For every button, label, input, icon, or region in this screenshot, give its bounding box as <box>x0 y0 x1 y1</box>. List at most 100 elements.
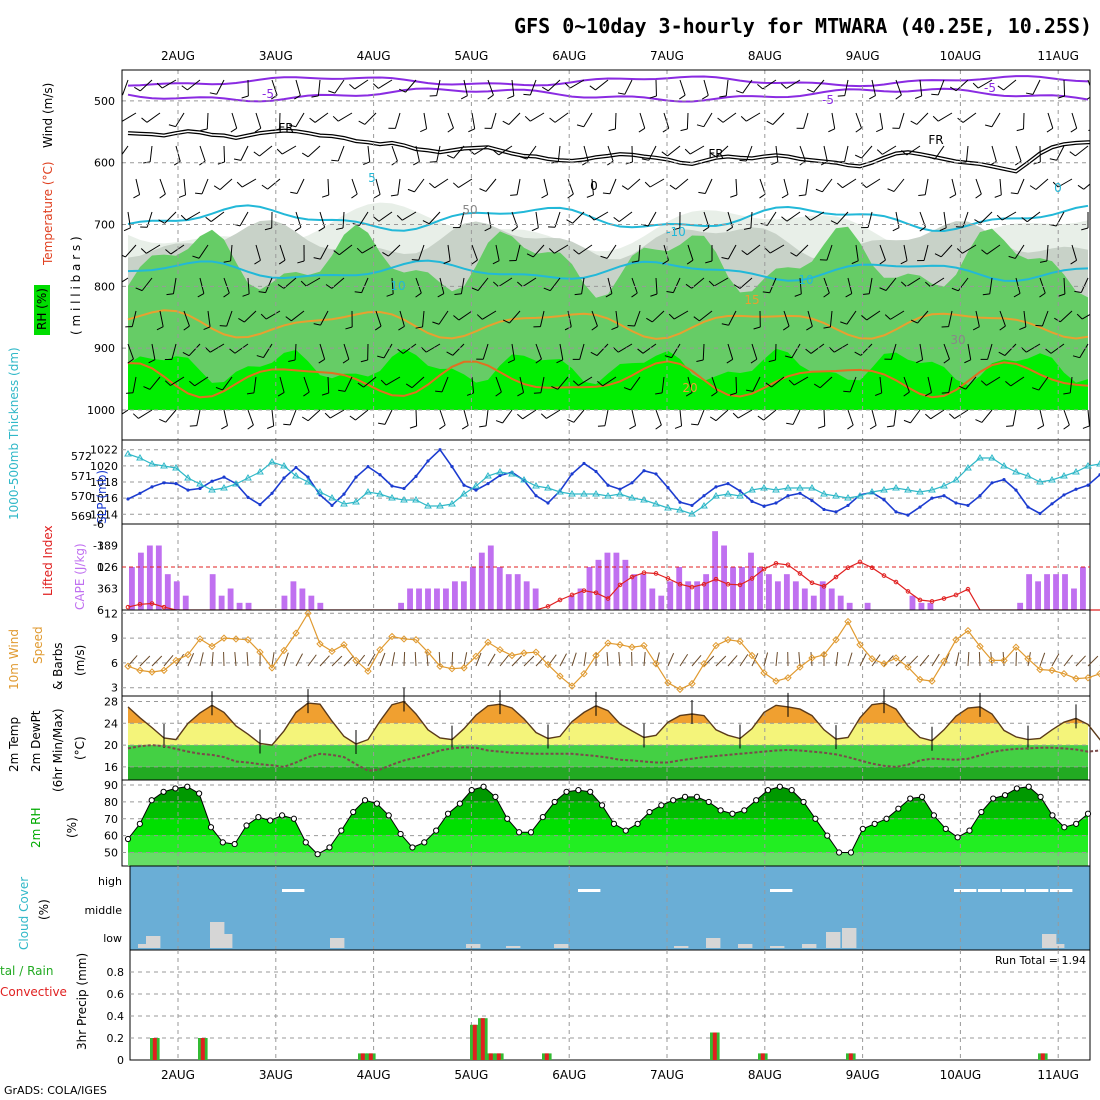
wind-barb <box>411 376 425 389</box>
cloud-low-bar <box>466 944 481 948</box>
rh-legend-swatch <box>34 285 50 335</box>
wind-barb-flag <box>397 348 404 354</box>
surface-barb <box>835 652 839 667</box>
cape-bar <box>703 574 710 610</box>
slp-point <box>1038 511 1042 516</box>
surface-barb <box>919 654 930 667</box>
wind-barb <box>485 409 489 426</box>
wind-barb-flag <box>582 160 589 166</box>
thickness-point <box>964 464 972 471</box>
wind-barb <box>991 112 1001 128</box>
rh-point <box>764 787 772 794</box>
wind-barb-flag <box>372 83 379 89</box>
slp-point <box>174 482 178 486</box>
temp-tick: 20 <box>104 739 118 752</box>
li-point <box>641 570 647 576</box>
wind-barb-flag <box>321 392 329 396</box>
wind-barb-flag <box>910 319 918 324</box>
wind-barb-flag <box>823 326 831 329</box>
wind-barb <box>991 145 997 162</box>
wind-speed-point <box>340 641 348 649</box>
surface-barb <box>606 651 609 667</box>
wind-barb <box>986 244 1001 255</box>
cape-bar <box>927 602 934 610</box>
thickness-point <box>508 470 516 477</box>
wind-barb-flag <box>471 259 478 265</box>
wind-barb <box>385 376 401 386</box>
date-label-top: 10AUG <box>940 49 982 63</box>
cape-bar <box>613 552 620 610</box>
cape-bar <box>487 545 494 610</box>
cloud-low-bar <box>146 936 161 948</box>
surface-barb <box>187 652 195 667</box>
wind-barb <box>122 277 129 283</box>
wind-speed-point <box>304 609 312 618</box>
wind-barb <box>796 244 809 257</box>
wind-barb <box>735 178 738 196</box>
thickness-point <box>880 486 888 493</box>
rh-point <box>456 800 463 807</box>
wind-barb <box>402 211 417 221</box>
li-point <box>149 601 155 606</box>
thickness-point <box>280 462 288 469</box>
wind-barb-flag <box>332 115 339 122</box>
wind-barb-flag <box>318 358 325 364</box>
wind-barb <box>343 343 350 360</box>
wind-barb-flag <box>638 127 646 133</box>
cape-bar <box>451 581 458 610</box>
date-label-top: 7AUG <box>650 49 684 63</box>
wind-barb <box>482 343 489 360</box>
wind-speed-point <box>1048 666 1056 675</box>
wind-barb-flag <box>360 359 368 363</box>
wind-barb-flag <box>290 191 298 194</box>
wind-barb-flag <box>452 182 459 188</box>
wind-barb-flag <box>855 154 862 159</box>
wind-barb-flag <box>471 287 479 292</box>
wind-barb-flag <box>556 359 564 364</box>
wind-barb <box>769 277 777 293</box>
slp-point <box>594 469 598 474</box>
pressure-tick: 800 <box>94 280 115 293</box>
wind-barb-flag <box>631 260 639 263</box>
slp-point <box>1026 505 1030 509</box>
wind-barb <box>655 277 658 294</box>
wind-barb <box>890 343 897 360</box>
cape-bar <box>676 567 683 610</box>
wind-barb <box>342 211 345 229</box>
wind-speed-label-4: (m/s) <box>73 645 87 676</box>
date-label-top: 8AUG <box>748 49 782 63</box>
wind-barb-flag <box>420 128 427 133</box>
slp-point <box>198 486 202 491</box>
rh-point <box>480 783 487 790</box>
wind-barb <box>1087 409 1090 426</box>
wind-speed-point <box>208 642 216 651</box>
thickness-point <box>1036 478 1044 485</box>
wind-barb-flag <box>934 253 942 258</box>
wind-speed-point <box>184 650 192 659</box>
cape-bar <box>918 602 925 610</box>
slp-point <box>534 494 538 498</box>
rh-point <box>492 793 499 800</box>
wind-barb <box>1046 244 1049 261</box>
wind-barb-flag <box>574 293 582 296</box>
rh-point <box>302 839 309 846</box>
wind-barb <box>295 79 301 96</box>
temp-tick: 28 <box>104 695 118 708</box>
wind-barb <box>199 277 205 294</box>
wind-barb-flag <box>943 358 950 364</box>
wind-barb-flag <box>165 249 172 255</box>
wind-barb <box>170 244 185 255</box>
wind-speed-point <box>844 617 852 626</box>
wind-barb-flag <box>631 292 638 298</box>
wind-barb-flag <box>531 227 539 232</box>
wind-barb <box>1055 211 1065 227</box>
wind-barb-flag <box>246 392 255 395</box>
slp-tick: 1014 <box>90 508 118 521</box>
wind-barb-flag <box>590 351 598 357</box>
wind-barb-flag <box>351 193 358 199</box>
wind-barb-flag <box>641 158 649 161</box>
surface-barb <box>715 655 727 667</box>
rh-point <box>871 820 878 827</box>
wind-barb <box>175 112 185 127</box>
wind-barb-flag <box>247 424 254 430</box>
